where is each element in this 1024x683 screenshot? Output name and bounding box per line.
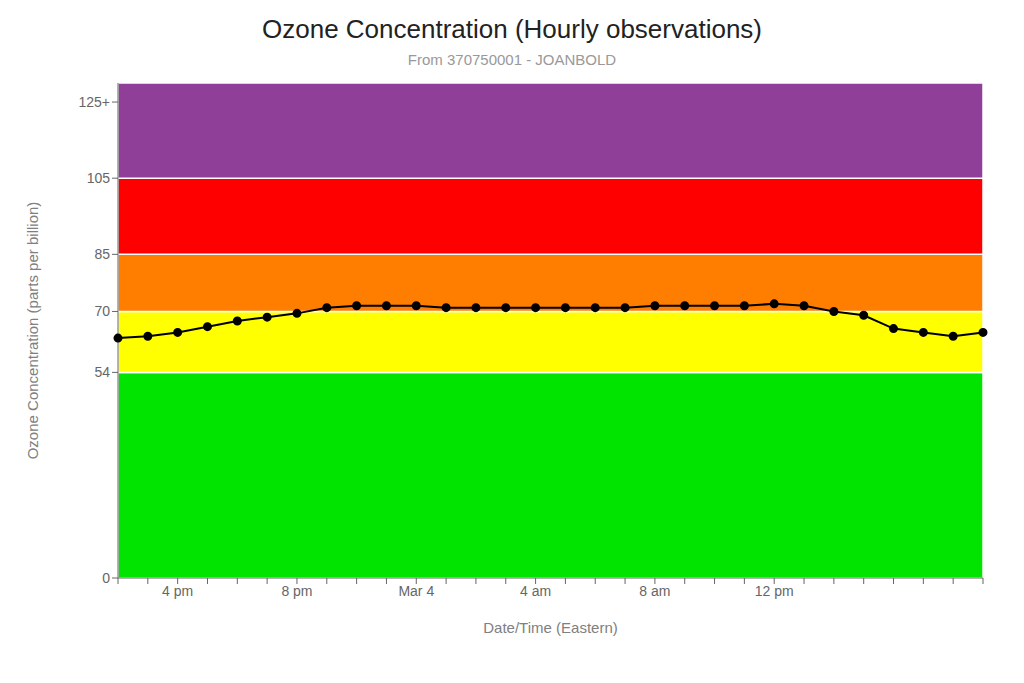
svg-text:8 pm: 8 pm (281, 583, 312, 599)
svg-text:125+: 125+ (78, 94, 110, 110)
svg-text:85: 85 (94, 246, 110, 262)
svg-text:4 pm: 4 pm (162, 583, 193, 599)
svg-text:0: 0 (102, 570, 110, 586)
html-text:Ozone Concentration (Hourly ob: Ozone Concentration (Hourly observations… (262, 14, 762, 44)
svg-text:12 pm: 12 pm (755, 583, 794, 599)
svg-text:70: 70 (94, 303, 110, 319)
svg-text:Mar 4: Mar 4 (398, 583, 434, 599)
html-text:From 370750001 - JOANBOLD: From 370750001 - JOANBOLD (407, 51, 617, 68)
svg-text:105: 105 (87, 170, 111, 186)
svg-text:8 am: 8 am (639, 583, 670, 599)
svg-text:4 am: 4 am (520, 583, 551, 599)
svg-text:Date/Time (Eastern): Date/Time (Eastern) (483, 619, 617, 636)
svg-text:54: 54 (94, 364, 110, 380)
svg-text:Ozone Concentration (parts per: Ozone Concentration (parts per billion) (24, 202, 41, 460)
